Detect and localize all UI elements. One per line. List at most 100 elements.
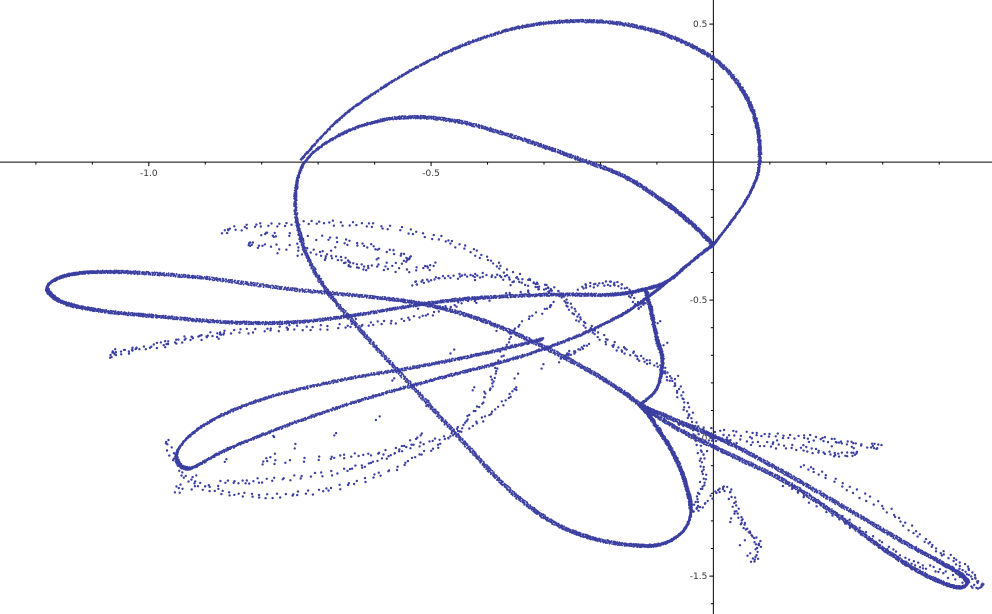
- data-point: [511, 494, 514, 497]
- data-point: [565, 528, 568, 531]
- data-point: [493, 473, 496, 475]
- data-point: [470, 313, 472, 316]
- data-point: [402, 118, 404, 120]
- data-point: [414, 115, 417, 118]
- data-point: [556, 354, 559, 357]
- data-point: [379, 119, 382, 121]
- data-point: [477, 458, 480, 461]
- data-point: [420, 397, 422, 400]
- data-point: [620, 388, 622, 390]
- data-point: [529, 142, 531, 145]
- data-point: [332, 297, 334, 299]
- data-point: [592, 372, 594, 374]
- data-point: [519, 500, 522, 503]
- data-point: [357, 327, 360, 330]
- data-point: [699, 231, 701, 234]
- data-point: [419, 393, 422, 395]
- data-point: [558, 149, 561, 152]
- data-point: [400, 298, 403, 300]
- data-point: [475, 454, 478, 456]
- data-point: [623, 389, 626, 392]
- data-point: [517, 135, 519, 138]
- data-point: [610, 540, 613, 542]
- data-point: [417, 300, 420, 303]
- data-point: [387, 296, 389, 299]
- data-point: [592, 373, 595, 376]
- data-point: [443, 423, 446, 426]
- data-point: [569, 529, 572, 531]
- data-point: [383, 296, 386, 298]
- data-point: [442, 305, 444, 308]
- data-point: [372, 342, 375, 345]
- data-point: [601, 375, 604, 378]
- data-point: [376, 346, 379, 349]
- data-point: [455, 431, 457, 434]
- data-point: [453, 118, 456, 121]
- data-point: [571, 359, 573, 361]
- data-point: [434, 408, 437, 411]
- data-point: [307, 260, 309, 263]
- data-point: [553, 349, 556, 352]
- data-point: [684, 481, 686, 484]
- data-point: [592, 539, 594, 541]
- data-point: [369, 343, 372, 345]
- data-point: [451, 426, 454, 429]
- data-point: [422, 396, 425, 398]
- data-point: [630, 178, 633, 180]
- data-point: [389, 361, 392, 363]
- data-point: [437, 415, 439, 418]
- data-point: [333, 136, 336, 139]
- data-point: [690, 219, 692, 222]
- data-point: [631, 396, 634, 398]
- data-point: [321, 282, 323, 284]
- data-point: [418, 395, 420, 398]
- data-point: [441, 118, 444, 121]
- data-point: [406, 378, 409, 380]
- data-point: [492, 128, 494, 131]
- data-point: [389, 297, 392, 299]
- data-point: [310, 261, 313, 264]
- data-point: [455, 436, 458, 438]
- data-point: [612, 169, 615, 172]
- data-point: [687, 217, 690, 220]
- data-point: [432, 115, 435, 118]
- data-point: [304, 247, 306, 250]
- data-point: [447, 117, 450, 120]
- data-point: [566, 530, 569, 532]
- data-point: [564, 154, 567, 157]
- data-point: [496, 324, 499, 326]
- data-point: [402, 298, 405, 301]
- data-point: [542, 144, 545, 146]
- data-point: [608, 169, 610, 171]
- data-point: [322, 283, 324, 286]
- data-point: [468, 121, 471, 124]
- data-point: [335, 300, 338, 303]
- data-point: [482, 318, 485, 320]
- data-point: [493, 475, 496, 477]
- data-point: [628, 176, 630, 179]
- data-point: [473, 315, 475, 318]
- data-point: [595, 163, 598, 165]
- data-point: [593, 162, 596, 165]
- data-point: [361, 329, 364, 332]
- data-point: [364, 333, 367, 335]
- data-point: [556, 150, 559, 153]
- data-point: [377, 351, 379, 353]
- data-point: [519, 498, 522, 501]
- data-point: [528, 337, 530, 339]
- data-point: [653, 192, 656, 195]
- data-point: [618, 386, 621, 389]
- data-point: [485, 468, 488, 471]
- data-point: [567, 153, 570, 156]
- data-point: [454, 309, 456, 311]
- data-point: [370, 339, 372, 342]
- data-point: [431, 408, 433, 410]
- data-point: [429, 402, 431, 405]
- data-point: [442, 418, 445, 420]
- data-point: [461, 438, 464, 441]
- data-point: [548, 146, 551, 148]
- data-point: [390, 363, 392, 366]
- y-ticks: 0.5-0.5-1.0-1.5: [690, 20, 714, 605]
- data-point: [415, 388, 418, 391]
- data-point: [442, 119, 445, 122]
